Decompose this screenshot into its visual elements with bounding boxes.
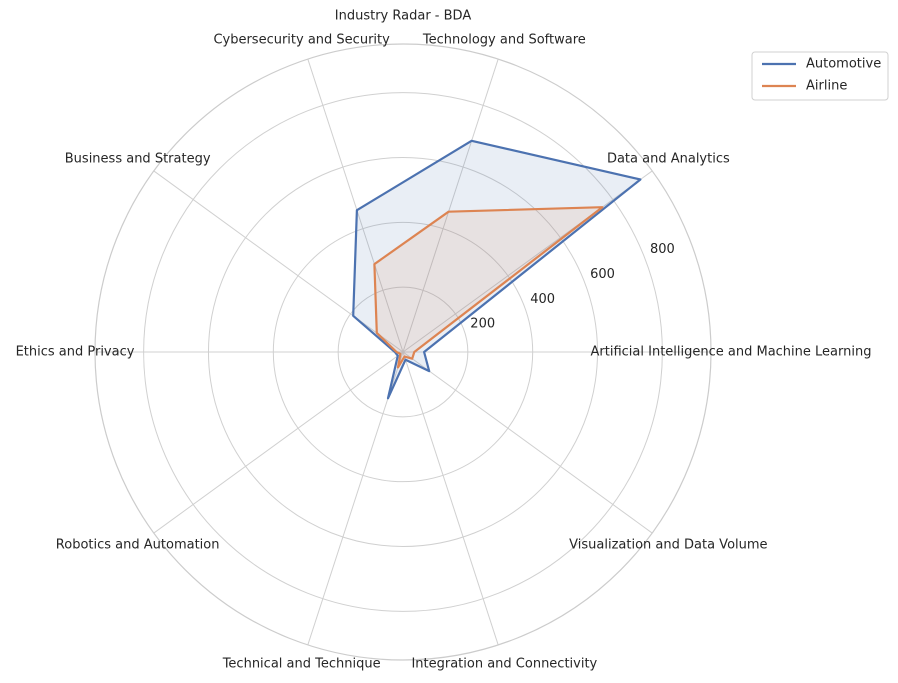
series-line: [352, 139, 642, 400]
legend-label: Airline: [806, 79, 847, 94]
category-label: Ethics and Privacy: [16, 345, 135, 360]
category-label: Visualization and Data Volume: [569, 537, 767, 552]
category-label: Robotics and Automation: [56, 537, 220, 552]
spoke: [307, 351, 404, 646]
series-line: [373, 206, 604, 369]
category-label: Technology and Software: [422, 33, 586, 48]
spoke: [402, 351, 499, 646]
spoke: [153, 351, 404, 534]
radial-tick-label: 400: [530, 292, 555, 307]
spoke: [402, 351, 653, 534]
spoke: [307, 58, 404, 353]
category-label: Business and Strategy: [65, 152, 211, 167]
radial-tick-label: 600: [590, 267, 615, 282]
series-area: [353, 140, 641, 399]
category-label: Integration and Connectivity: [411, 656, 597, 671]
category-label: Technical and Technique: [222, 656, 381, 671]
legend-label: Automotive: [806, 57, 881, 72]
radial-tick-label: 200: [470, 317, 495, 332]
spoke: [402, 58, 499, 353]
category-label: Data and Analytics: [607, 152, 730, 167]
category-label: Artificial Intelligence and Machine Lear…: [591, 345, 872, 360]
radial-tick-label: 800: [650, 242, 675, 257]
frame: [94, 43, 712, 661]
chart-title: Industry Radar - BDA: [335, 9, 472, 24]
spoke: [402, 170, 653, 353]
series-area: [374, 207, 603, 368]
category-label: Cybersecurity and Security: [213, 33, 390, 48]
